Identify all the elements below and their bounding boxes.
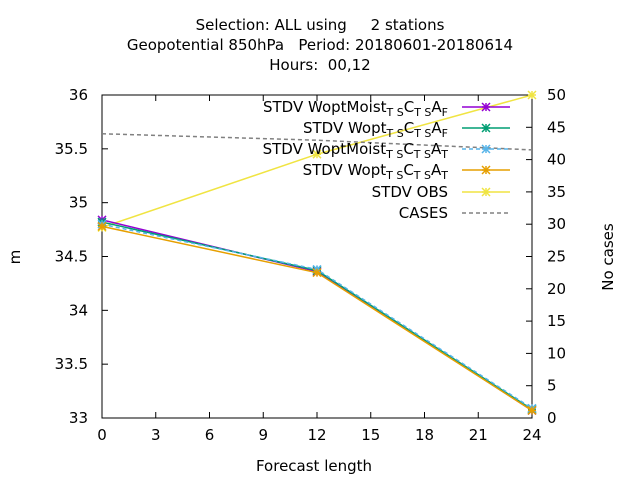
- legend-marker: [481, 102, 491, 112]
- y-tick-label: 34: [69, 301, 88, 319]
- chart-title-line-2: Geopotential 850hPa Period: 20180601-201…: [126, 36, 514, 54]
- y2-tick-label: 40: [547, 151, 566, 169]
- y2-tick-label: 45: [547, 118, 566, 136]
- data-point: [312, 268, 322, 278]
- legend-entry: CASES: [399, 204, 510, 222]
- axes: 0 3 6 9 12 15 18 21 243333.53434.53535.536051015…: [55, 86, 567, 444]
- x-tick-label: 21: [469, 426, 488, 444]
- legend-label: STDV WoptMoistT SCT SAF: [263, 98, 448, 119]
- legend-entry: STDV OBS: [372, 183, 510, 201]
- y2-tick-label: 30: [547, 215, 566, 233]
- y2-axis-label: No cases: [599, 223, 617, 291]
- legend-marker: [481, 123, 491, 133]
- y-tick-label: 36: [69, 86, 88, 104]
- series-5: [101, 133, 533, 151]
- series-line: [101, 219, 533, 412]
- series-2: [97, 219, 537, 413]
- y-axis-label: m: [6, 250, 24, 265]
- y2-tick-label: 5: [547, 377, 557, 395]
- series-3: [97, 221, 537, 415]
- y-tick-label: 35: [69, 194, 88, 212]
- legend-label: STDV WoptT SCT SAF: [303, 119, 448, 140]
- y2-tick-label: 50: [547, 86, 566, 104]
- x-tick-label: 12: [307, 426, 326, 444]
- series-line: [101, 225, 533, 412]
- legend-label: STDV WoptT SCT SAT: [303, 161, 449, 182]
- data-point: [527, 90, 537, 100]
- data-point: [312, 149, 322, 159]
- y2-tick-label: 15: [547, 312, 566, 330]
- y2-tick-label: 20: [547, 280, 566, 298]
- x-tick-label: 6: [205, 426, 215, 444]
- series-line: [101, 223, 533, 409]
- x-tick-label: 3: [151, 426, 161, 444]
- legend-marker: [481, 165, 491, 175]
- x-tick-label: 0: [97, 426, 107, 444]
- series-line: [101, 221, 533, 411]
- legend-marker: [481, 187, 491, 197]
- y2-tick-label: 0: [547, 409, 557, 427]
- legend-entry: STDV WoptMoistT SCT SAF: [263, 98, 510, 119]
- y-tick-label: 35.5: [55, 140, 88, 158]
- legend-label: CASES: [399, 204, 448, 222]
- x-tick-label: 15: [361, 426, 380, 444]
- chart-title-line-1: Selection: ALL using 2 stations: [195, 16, 445, 34]
- x-tick-label: 9: [258, 426, 268, 444]
- y2-tick-label: 35: [547, 183, 566, 201]
- data-point: [527, 405, 537, 415]
- legend-entry: STDV WoptT SCT SAT: [303, 161, 510, 182]
- legend-label: STDV WoptMoistT SCT SAT: [263, 140, 449, 161]
- data-point: [97, 221, 107, 231]
- series-0: [97, 215, 537, 415]
- x-tick-label: 18: [415, 426, 434, 444]
- x-tick-label: 24: [522, 426, 541, 444]
- series-1: [97, 217, 537, 414]
- legend-entry: STDV WoptMoistT SCT SAT: [263, 140, 510, 161]
- series-line: [101, 133, 533, 151]
- y-tick-label: 33.5: [55, 355, 88, 373]
- x-axis-label: Forecast length: [256, 457, 372, 475]
- chart-title-line-3: Hours: 00,12: [269, 56, 371, 74]
- y2-tick-label: 10: [547, 344, 566, 362]
- y-tick-label: 33: [69, 409, 88, 427]
- legend-entry: STDV WoptT SCT SAF: [303, 119, 510, 140]
- y2-tick-label: 25: [547, 248, 566, 266]
- legend-marker: [481, 144, 491, 154]
- y-tick-label: 34.5: [55, 248, 88, 266]
- series-group: [97, 90, 537, 415]
- legend-label: STDV OBS: [372, 183, 448, 201]
